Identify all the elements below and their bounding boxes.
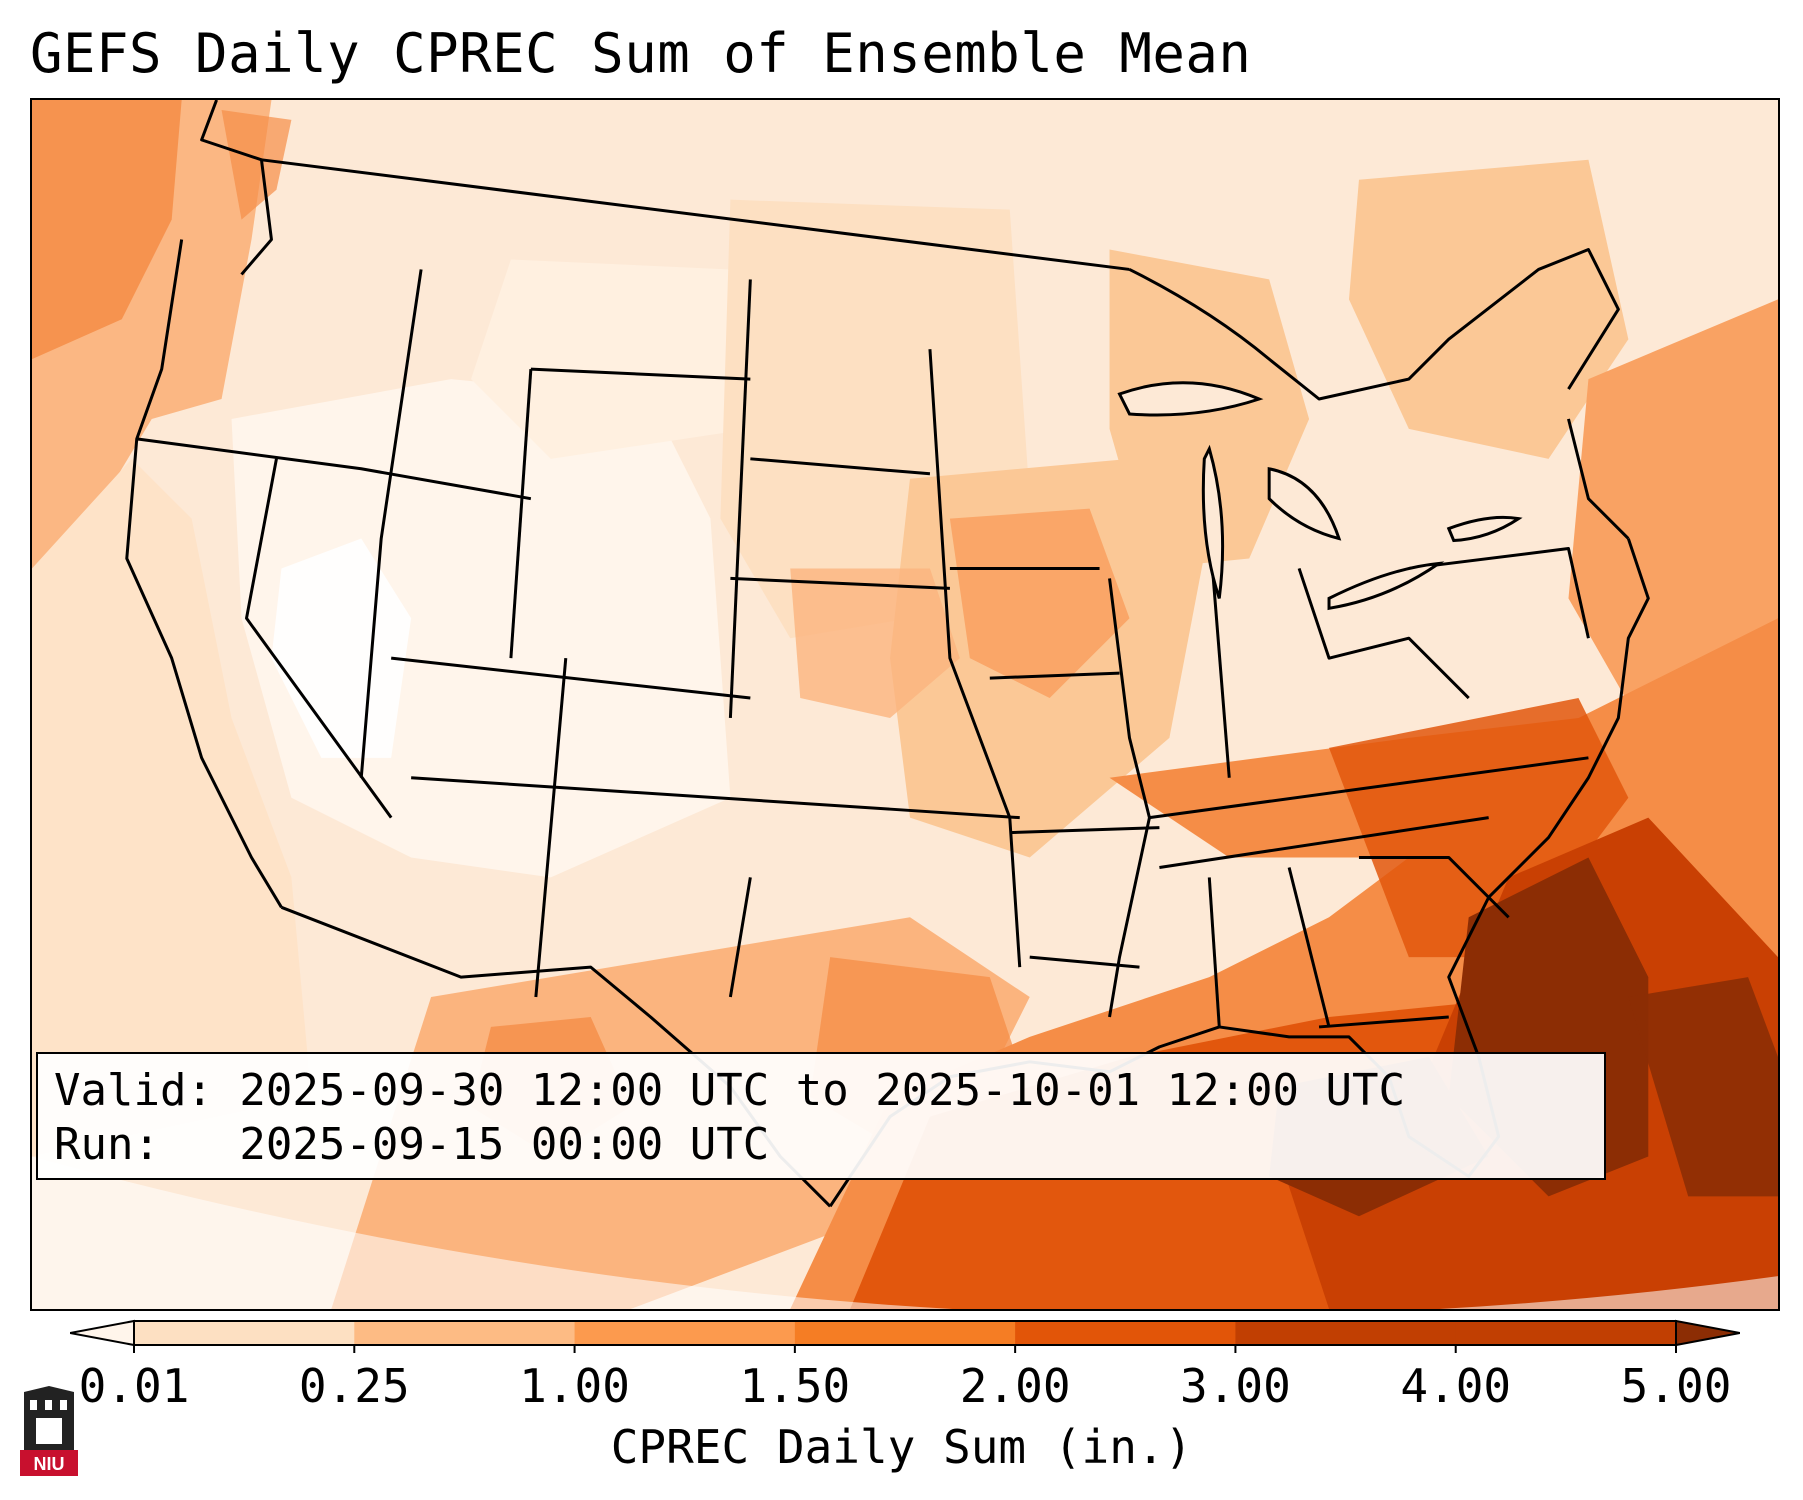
valid-run-info-box: Valid: 2025-09-30 12:00 UTC to 2025-10-0… xyxy=(36,1052,1606,1180)
colorbar-segment xyxy=(794,1321,1016,1345)
oregon-california-border xyxy=(136,437,532,501)
colorbar-segment xyxy=(1235,1321,1457,1345)
niu-logo-icon: NIU xyxy=(20,1386,78,1476)
four-corners-latitude xyxy=(411,776,1020,820)
great-lakes xyxy=(1117,381,1523,611)
pennsylvania-border xyxy=(1408,547,1590,639)
arkansas-missouri-border xyxy=(1009,826,1160,835)
lake-michigan xyxy=(1201,444,1225,599)
us-canada-border xyxy=(261,158,1130,271)
ohio-valley xyxy=(1297,567,1470,700)
colorbar-segment xyxy=(1455,1321,1677,1345)
precip-region-offshore-max xyxy=(1628,977,1778,1197)
louisiana-arkansas-border xyxy=(1029,955,1140,969)
alabama-georgia-border xyxy=(1287,867,1331,1028)
colorbar-tick-label: 1.50 xyxy=(739,1359,851,1413)
map-title: GEFS Daily CPREC Sum of Ensemble Mean xyxy=(30,22,1252,85)
washington-coast xyxy=(200,100,273,276)
valid-time-text: Valid: 2025-09-30 12:00 UTC to 2025-10-0… xyxy=(54,1065,1406,1116)
colorbar-extend-low xyxy=(70,1319,135,1347)
wyoming-west-border xyxy=(509,369,533,659)
dakotas-west-border xyxy=(728,279,752,719)
florida-georgia-border xyxy=(1318,1015,1449,1029)
montana-wyoming-border xyxy=(530,367,751,381)
projection-edge xyxy=(32,1156,1778,1309)
logo-window xyxy=(45,1400,52,1410)
new-england-border xyxy=(1567,418,1630,540)
colorbar-tick-label: 5.00 xyxy=(1620,1359,1732,1413)
mississippi-alabama-border xyxy=(1207,877,1221,1028)
logo-door xyxy=(36,1418,62,1444)
idaho-nevada-border xyxy=(359,269,423,778)
niu-logo: NIU xyxy=(20,1386,78,1478)
precip-region-pacific-ocean xyxy=(32,458,312,1157)
colorbar-tick-label: 1.00 xyxy=(519,1359,630,1413)
minnesota-iowa-missouri-east xyxy=(928,349,1022,968)
colorbar-outline xyxy=(133,1320,1677,1346)
arizona-new-mexico-border xyxy=(534,658,568,998)
logo-roof xyxy=(24,1386,74,1392)
lake-ontario xyxy=(1446,515,1523,543)
colorbar-segment xyxy=(1015,1321,1236,1345)
new-mexico-texas-border xyxy=(728,877,752,998)
logo-banner xyxy=(20,1450,78,1476)
colorbar-extend-high xyxy=(1675,1319,1740,1347)
colorbar-graphic xyxy=(70,1319,1740,1353)
logo-text: NIU xyxy=(34,1454,65,1474)
tennessee-north-border xyxy=(1149,756,1589,820)
colorbar xyxy=(70,1313,1740,1353)
colorbar-tick-label: 4.00 xyxy=(1400,1359,1512,1413)
logo-window xyxy=(60,1400,67,1410)
south-dakota-nebraska-border xyxy=(730,576,950,590)
dakotas-divider xyxy=(750,457,931,476)
colorbar-segment xyxy=(574,1321,796,1345)
colorbar-tick-label: 0.01 xyxy=(78,1359,190,1413)
colorbar-tick-label: 2.00 xyxy=(959,1359,1071,1413)
logo-window xyxy=(30,1400,37,1410)
california-nevada-border xyxy=(245,458,393,819)
tennessee-south-border xyxy=(1159,816,1489,869)
run-time-text: Run: 2025-09-15 00:00 UTC xyxy=(54,1119,770,1170)
precip-region-northern-rockies xyxy=(470,259,751,459)
colorbar-tick-label: 0.25 xyxy=(298,1359,410,1413)
colorbar-label: CPREC Daily Sum (in.) xyxy=(610,1420,1193,1474)
lake-huron xyxy=(1267,466,1342,541)
colorbar-segment xyxy=(354,1321,576,1345)
precip-region-iowa-missouri xyxy=(949,508,1130,699)
lake-superior xyxy=(1117,381,1264,417)
south-carolina-border xyxy=(1358,855,1510,919)
precip-region-cascades xyxy=(221,109,292,220)
precip-region-new-england-atlantic xyxy=(1568,299,1778,738)
precip-region-pacific-coast-heavy xyxy=(32,100,182,360)
pacific-coast xyxy=(125,239,283,909)
great-lakes-border xyxy=(1128,248,1620,401)
colorbar-tick-label: 3.00 xyxy=(1180,1359,1291,1413)
precip-region-kansas-nebraska xyxy=(790,568,960,718)
colorbar-segment xyxy=(134,1321,355,1345)
iowa-missouri-border xyxy=(989,671,1120,680)
lake-erie xyxy=(1327,561,1445,611)
utah-colorado-north xyxy=(391,656,751,700)
